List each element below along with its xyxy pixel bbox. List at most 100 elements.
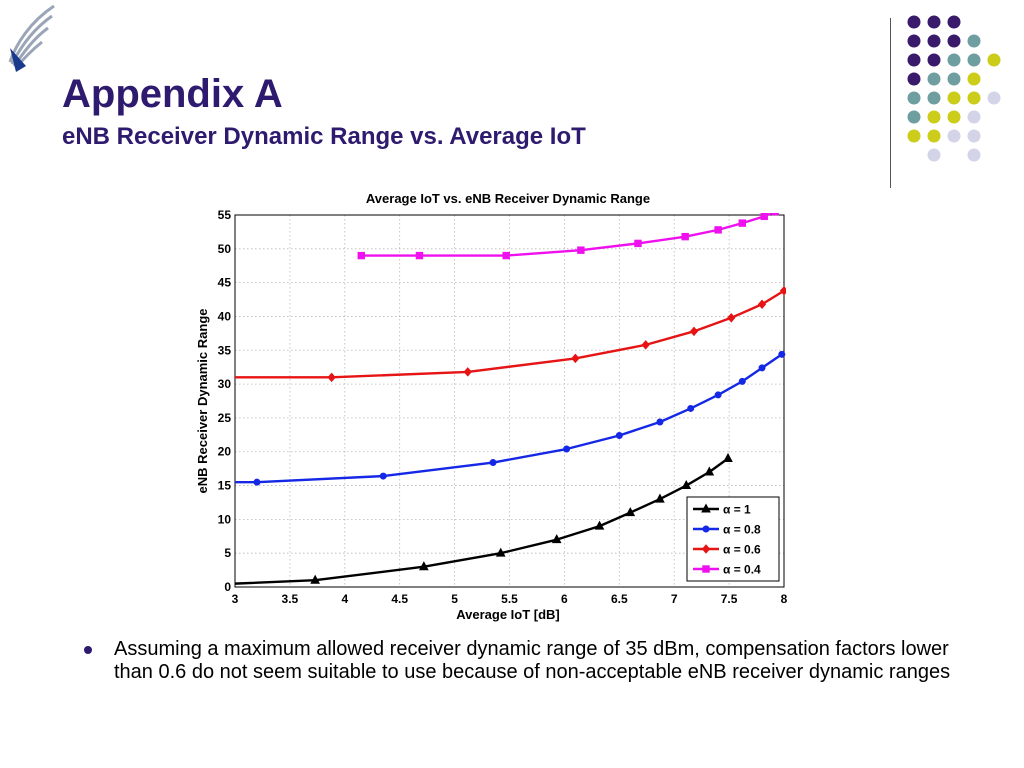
decorative-dot	[967, 110, 981, 124]
y-tick-label: 5	[224, 546, 231, 560]
y-tick-label: 35	[218, 343, 232, 357]
decorative-dot	[907, 91, 921, 105]
decorative-dot	[967, 129, 981, 143]
decorative-dot	[947, 34, 961, 48]
decorative-dot	[967, 53, 981, 67]
decorative-dot	[907, 53, 921, 67]
data-point	[563, 445, 571, 453]
data-point	[502, 251, 510, 260]
x-tick-label: 4	[341, 592, 348, 606]
data-point	[727, 313, 736, 323]
legend-marker	[701, 503, 711, 513]
page-subtitle: eNB Receiver Dynamic Range vs. Average I…	[62, 123, 586, 150]
y-tick-label: 25	[218, 411, 232, 425]
decorative-dot	[907, 15, 921, 29]
data-point	[704, 466, 715, 476]
data-point	[687, 404, 695, 412]
grid: 3 3.5 4 4.5 5 5.5 6 6.5 7 7.5 8 0 5 10 15 20 25 30 35 40 45 5…	[218, 208, 788, 606]
y-tick-label: 0	[224, 580, 231, 594]
legend-label: α = 1	[723, 503, 751, 517]
legend-marker	[701, 544, 711, 554]
series-group	[357, 213, 779, 260]
legend-marker	[702, 565, 710, 573]
chart-title: Average IoT vs. eNB Receiver Dynamic Ran…	[366, 191, 650, 206]
y-tick-label: 10	[218, 512, 232, 526]
data-point	[594, 520, 605, 530]
data-point	[681, 479, 692, 490]
x-tick-label: 5.5	[501, 592, 518, 606]
decorative-dot	[967, 148, 981, 162]
decorative-dot	[947, 129, 961, 143]
data-point	[571, 353, 580, 364]
decorative-dot	[967, 72, 981, 86]
decorative-dot	[927, 129, 941, 143]
data-point	[641, 340, 650, 350]
decorative-dot	[947, 110, 961, 124]
legend-marker	[702, 525, 710, 533]
series-line	[361, 213, 776, 257]
data-point	[758, 364, 766, 372]
decorative-dot	[907, 72, 921, 86]
y-tick-label: 15	[218, 479, 232, 493]
y-tick-label: 55	[218, 208, 232, 222]
x-tick-label: 3.5	[282, 592, 299, 606]
series-line	[235, 353, 783, 484]
data-point	[615, 431, 623, 439]
legend-label: α = 0.8	[723, 523, 761, 537]
y-tick-label: 30	[218, 377, 232, 391]
data-point	[714, 226, 722, 234]
plot-frame	[234, 214, 785, 588]
decorative-dot	[927, 110, 941, 124]
data-point	[655, 493, 665, 503]
data-point	[495, 547, 506, 557]
data-point	[778, 350, 786, 358]
decorative-dot	[907, 129, 921, 143]
x-tick-label: 8	[781, 592, 788, 606]
decorative-dot	[947, 91, 961, 105]
data-point	[757, 299, 767, 310]
series-group	[235, 350, 786, 486]
x-tick-label: 7	[671, 592, 678, 606]
decorative-dot	[987, 91, 1001, 105]
decorative-dot	[907, 110, 921, 124]
decorative-dot	[987, 53, 1001, 67]
wing-logo-icon	[8, 4, 55, 72]
data-point	[738, 219, 746, 227]
x-axis-label: Average IoT [dB]	[456, 607, 560, 622]
decorative-dot	[927, 15, 941, 29]
data-point	[714, 391, 722, 399]
x-tick-label: 6.5	[611, 592, 628, 606]
legend-label: α = 0.6	[723, 543, 761, 557]
data-point	[656, 418, 664, 426]
bullet-text: Assuming a maximum allowed receiver dyna…	[114, 638, 951, 683]
bullet-item: Assuming a maximum allowed receiver dyna…	[80, 638, 980, 684]
legend-label: α = 0.4	[723, 563, 761, 577]
y-tick-label: 45	[218, 276, 232, 290]
decorative-dot	[967, 34, 981, 48]
data-point	[419, 561, 429, 571]
y-tick-label: 40	[218, 309, 232, 323]
series-group	[235, 452, 733, 585]
series-layer	[235, 213, 786, 585]
decorative-dot	[907, 34, 921, 48]
decorative-dot	[947, 15, 961, 29]
data-point	[357, 251, 365, 260]
x-tick-label: 7.5	[721, 592, 738, 606]
data-point	[489, 459, 497, 467]
x-tick-label: 4.5	[391, 592, 408, 606]
x-tick-label: 5	[451, 592, 458, 606]
decorative-dot	[927, 34, 941, 48]
data-point	[463, 367, 472, 377]
decorative-dot	[927, 91, 941, 105]
y-axis-label: eNB Receiver Dynamic Range	[195, 309, 210, 494]
data-point	[253, 478, 261, 486]
data-point	[310, 574, 320, 584]
legend: α = 1 α = 0.8 α = 0.6 α = 0.4	[686, 496, 780, 582]
data-point	[577, 246, 585, 254]
data-point	[681, 232, 689, 241]
data-point	[760, 213, 768, 221]
data-point	[634, 239, 642, 248]
decorative-dot	[947, 72, 961, 86]
data-point	[723, 452, 733, 462]
data-point	[551, 534, 562, 544]
